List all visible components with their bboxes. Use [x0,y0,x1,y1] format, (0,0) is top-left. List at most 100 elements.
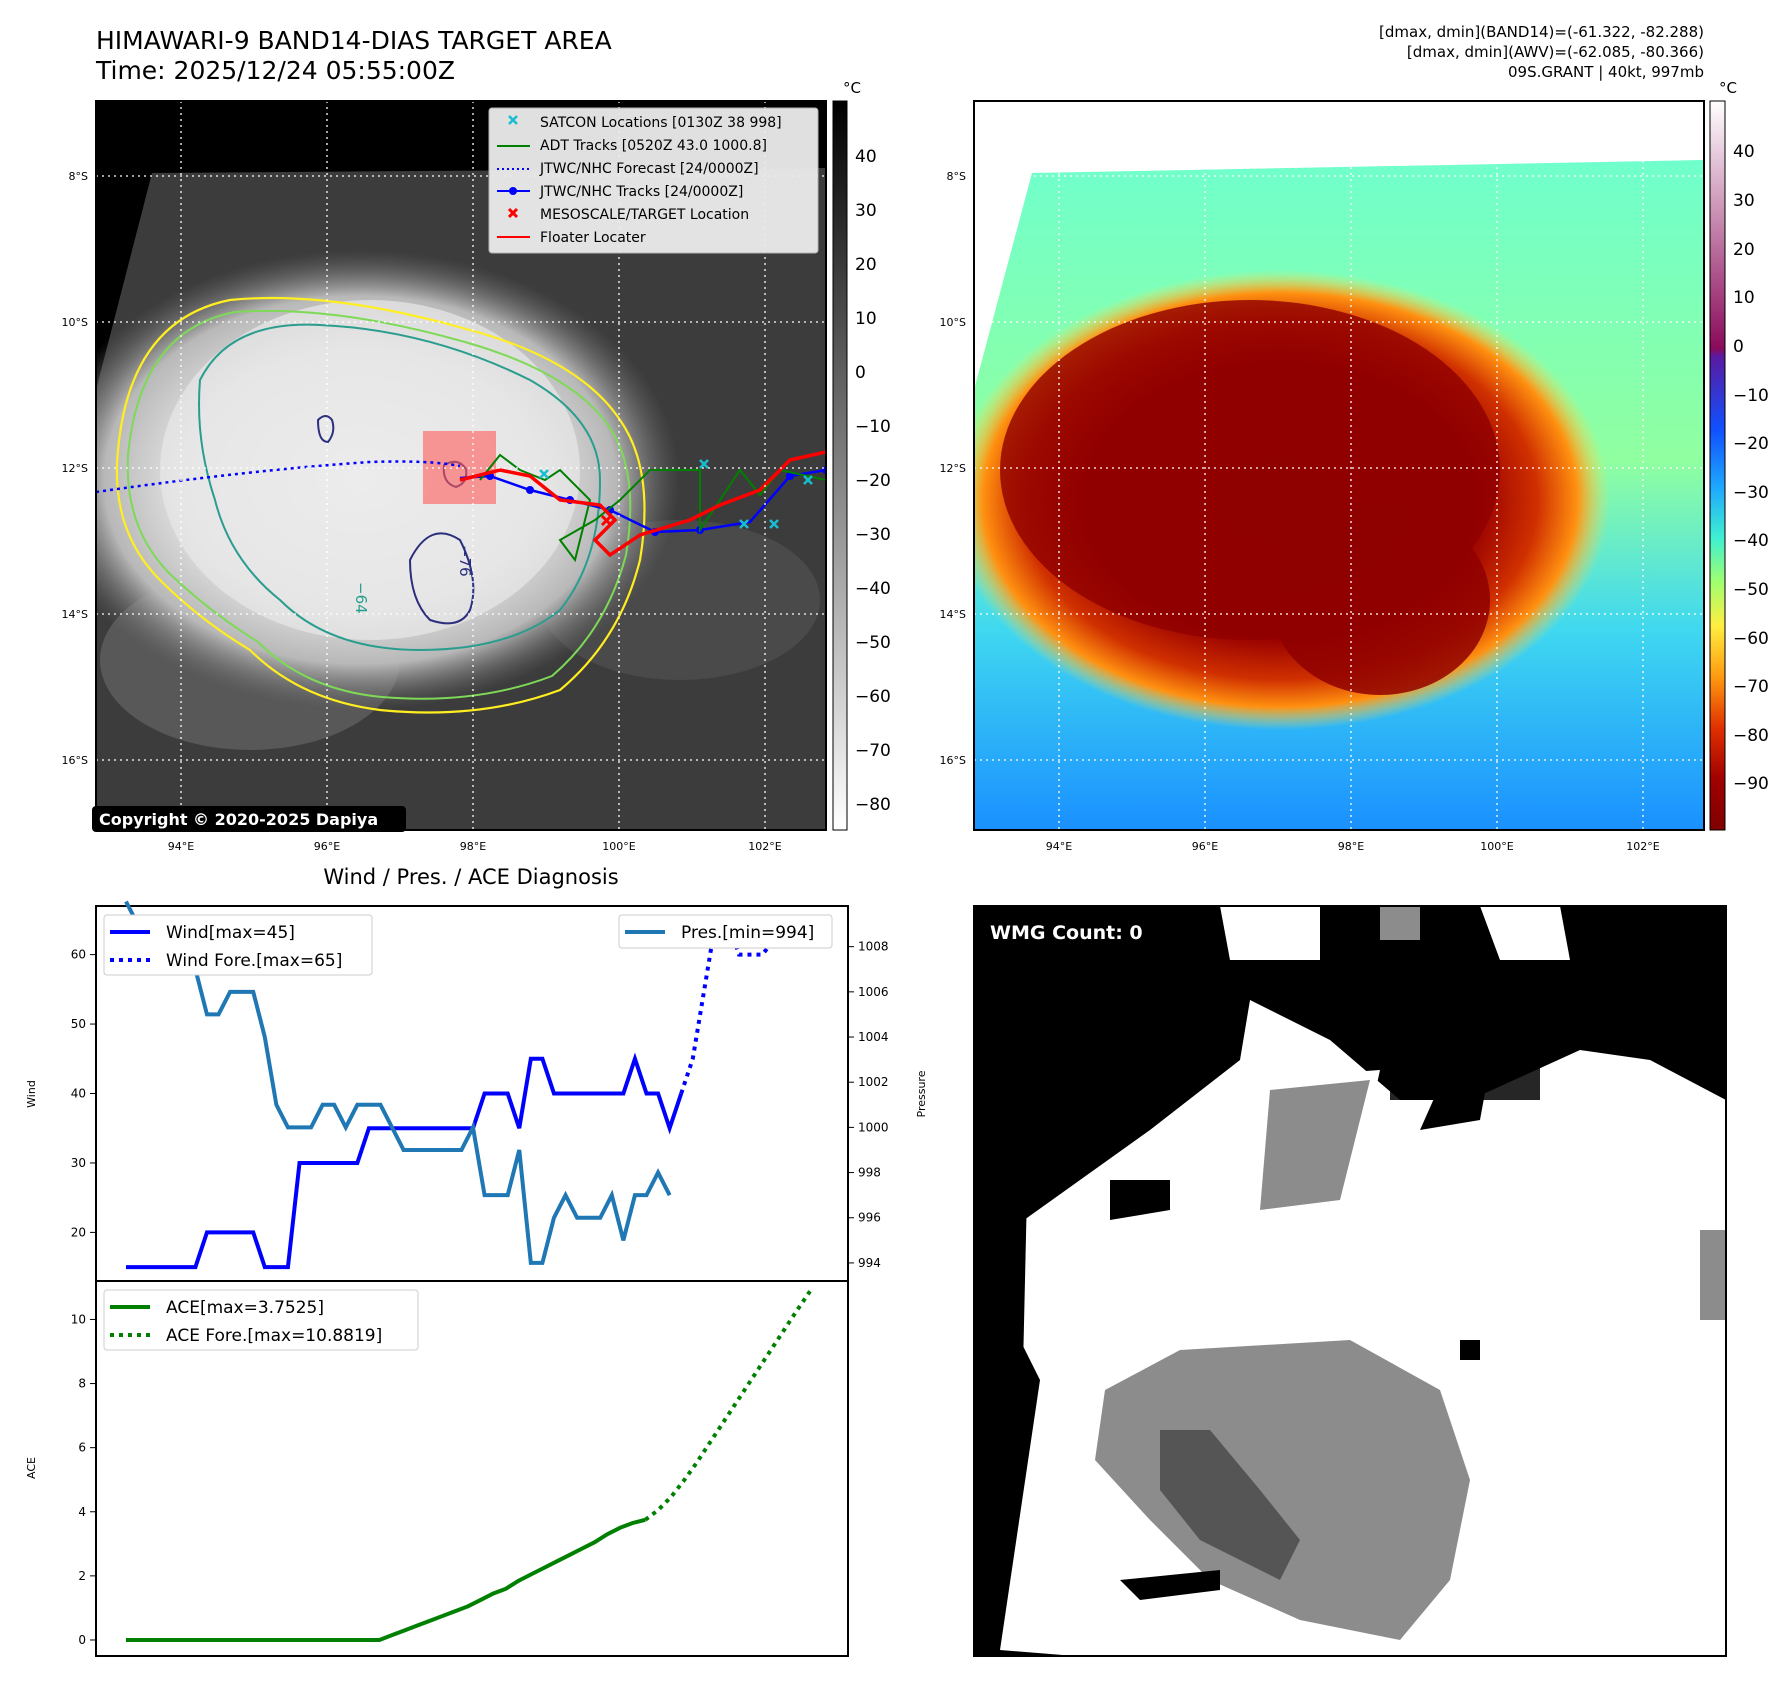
svg-text:−40: −40 [1733,531,1769,551]
wind-forecast-line [679,917,776,1095]
wind-tick-40: 40 [71,1087,86,1101]
svg-text:20: 20 [855,255,877,275]
legend-jtwc-tracks: JTWC/NHC Tracks [24/0000Z] [539,184,743,200]
svg-text:−10: −10 [855,417,891,437]
lat-label-8s: 8°S [69,170,88,183]
svg-text:−40: −40 [855,579,891,599]
info-dmax-band14: [dmax, dmin](BAND14)=(-61.322, -82.288) [1379,23,1704,41]
ir-panel: −76 −64 SATCON Locations [0130Z 38 998] … [62,79,891,853]
wind-axis-label: Wind [25,1080,38,1108]
ace-tick-0: 0 [78,1633,86,1647]
color-colorbar [1709,100,1726,831]
svg-text:−90: −90 [1733,774,1769,794]
gray-colorbar-unit: °C [843,79,861,97]
legend-ace-forecast: ACE Fore.[max=10.8819] [166,1326,382,1346]
wind-tick-50: 50 [71,1017,86,1031]
ace-chart: 0 2 4 6 8 10 ACE ACE[max=3.7525] ACE Fore.[ma… [25,1280,849,1657]
svg-text:10: 10 [1733,288,1755,308]
color-lat-label-8s: 8°S [947,170,966,183]
color-lon-label-98e: 98°E [1338,840,1364,853]
svg-text:−60: −60 [1733,629,1769,649]
lat-label-14s: 14°S [62,608,88,621]
legend-satcon: SATCON Locations [0130Z 38 998] [540,115,782,131]
legend-floater: Floater Locater [540,230,646,246]
ace-legend [103,1289,419,1351]
color-lat-label-16s: 16°S [940,754,966,767]
lon-label-100e: 100°E [602,840,635,853]
gray-colorbar-ticks: 40 30 20 10 0 −10 −20 −30 −40 −50 −60 −7… [855,147,891,815]
lat-label-16s: 16°S [62,754,88,767]
contour-label-76: −76 [456,545,474,577]
ace-series-line [126,1517,646,1642]
jtwc-track [459,468,826,534]
adt-track [479,453,826,563]
svg-text:−50: −50 [1733,580,1769,600]
lat-label-12s: 12°S [62,462,88,475]
svg-text:−80: −80 [1733,726,1769,746]
svg-text:0: 0 [1733,337,1744,357]
color-lon-label-96e: 96°E [1192,840,1218,853]
wmg-gray-region-lower [1095,1340,1470,1640]
svg-text:−20: −20 [1733,434,1769,454]
info-storm: 09S.GRANT | 40kt, 997mb [1507,63,1704,81]
jtwc-forecast-track [96,460,461,494]
wmg-panel: WMG Count: 0 [973,905,1727,1657]
ace-forecast-line [644,1290,812,1522]
wind-tick-60: 60 [71,948,86,962]
figure-time: Time: 2025/12/24 05:55:00Z [96,56,455,85]
ir-legend: SATCON Locations [0130Z 38 998] ADT Trac… [488,107,819,254]
pressure-tick-1008: 1008 [858,940,889,954]
svg-text:30: 30 [1733,191,1755,211]
color-lat-label-12s: 12°S [940,462,966,475]
mesoscale-marker [600,514,613,527]
legend-ace: ACE[max=3.7525] [166,1298,324,1318]
satcon-markers [539,459,813,529]
wind-series-line [126,1052,684,1270]
legend-wind: Wind[max=45] [166,923,295,943]
floater-locater-track [459,450,826,558]
wind-legend [103,914,373,976]
info-dmax-awv: [dmax, dmin](AWV)=(-62.085, -80.366) [1406,43,1704,61]
legend-jtwc-forecast: JTWC/NHC Forecast [24/0000Z] [539,161,759,177]
figure-title: HIMAWARI-9 BAND14-DIAS TARGET AREA [96,26,612,55]
svg-text:−30: −30 [1733,483,1769,503]
pressure-tick-994: 994 [858,1256,881,1270]
color-colorbar-unit: °C [1719,79,1737,97]
pressure-series-line [124,900,672,1265]
color-colorbar-ticks: 40 30 20 10 0 −10 −20 −30 −40 −50 −60 −7… [1733,142,1769,794]
pressure-tick-996: 996 [858,1211,881,1225]
svg-text:−30: −30 [855,525,891,545]
lon-label-94e: 94°E [168,840,194,853]
color-ir-panel: 8°S 10°S 12°S 14°S 16°S 94°E 96°E 98°E 1… [940,79,1769,853]
lon-label-96e: 96°E [314,840,340,853]
lon-label-102e: 102°E [748,840,781,853]
pressure-tick-1002: 1002 [858,1075,889,1089]
color-lon-label-102e: 102°E [1626,840,1659,853]
svg-text:−70: −70 [1733,677,1769,697]
svg-text:−20: −20 [855,471,891,491]
svg-text:0: 0 [855,363,866,383]
ace-tick-2: 2 [78,1569,86,1583]
wmg-count-badge [980,914,1162,946]
svg-text:10: 10 [855,309,877,329]
svg-text:−60: −60 [855,687,891,707]
svg-text:40: 40 [1733,142,1755,162]
ace-tick-10: 10 [71,1312,86,1326]
color-lon-label-100e: 100°E [1480,840,1513,853]
wind-pressure-chart: Wind / Pres. / ACE Diagnosis 2030405060 … [25,865,928,1282]
color-lat-label-14s: 14°S [940,608,966,621]
copyright-text: Copyright © 2020-2025 Dapiya [99,810,378,829]
pressure-axis-label: Pressure [915,1070,928,1117]
svg-text:40: 40 [855,147,877,167]
legend-mesoscale: MESOSCALE/TARGET Location [540,207,749,223]
diagnosis-title: Wind / Pres. / ACE Diagnosis [323,865,618,889]
ace-tick-4: 4 [78,1505,86,1519]
svg-text:−80: −80 [855,795,891,815]
wmg-count: WMG Count: 0 [990,922,1143,944]
mesoscale-target-box [423,431,496,504]
lat-label-10s: 10°S [62,316,88,329]
color-lat-label-10s: 10°S [940,316,966,329]
ir-contour-yellow [115,296,646,714]
contour-label-64: −64 [352,582,370,614]
